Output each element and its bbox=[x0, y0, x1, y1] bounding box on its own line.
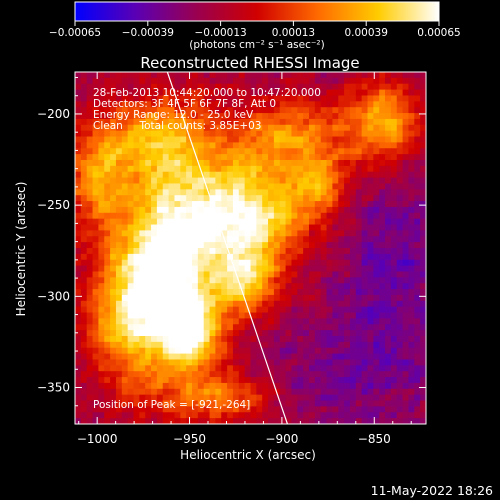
x-tick-label: −900 bbox=[265, 432, 298, 446]
y-tick-label: −200 bbox=[37, 107, 70, 121]
annotation-detectors: Detectors: 3F 4F 5F 6F 7F 8F, Att 0 bbox=[93, 98, 276, 110]
annotation-energy: Energy Range: 12.0 - 25.0 keV bbox=[93, 109, 254, 121]
annotation-time: 28-Feb-2013 10:44:20.000 to 10:47:20.000 bbox=[93, 87, 321, 99]
colorbar-tick-label: 0.00065 bbox=[417, 27, 460, 39]
colorbar-tick-label: 0.00013 bbox=[272, 27, 315, 39]
x-tick-label: −850 bbox=[358, 432, 391, 446]
y-axis-label: Heliocentric Y (arcsec) bbox=[14, 182, 28, 317]
colorbar-tick-label: −0.00065 bbox=[49, 27, 101, 39]
colorbar-tick-label: 0.00039 bbox=[344, 27, 387, 39]
plot-frame bbox=[74, 71, 427, 425]
y-axis-ticks: −350 −300 −250 −200 bbox=[37, 76, 426, 425]
chart-title: Reconstructed RHESSI Image bbox=[140, 54, 359, 72]
x-tick-label: −950 bbox=[173, 432, 206, 446]
colorbar: −0.00065 −0.00039 −0.00013 0.00013 0.00039 0.… bbox=[49, 1, 461, 51]
annotation-peak: Position of Peak = [-921,-264] bbox=[93, 399, 250, 411]
y-tick-label: −350 bbox=[37, 381, 70, 395]
colorbar-gradient bbox=[74, 1, 440, 22]
y-tick-label: −300 bbox=[37, 289, 70, 303]
colorbar-ticks: −0.00065 −0.00039 −0.00013 0.00013 0.00039 0.… bbox=[49, 21, 461, 39]
colorbar-tick-label: −0.00013 bbox=[194, 27, 246, 39]
heatmap-image bbox=[75, 72, 426, 424]
y-tick-label: −250 bbox=[37, 198, 70, 212]
footer-timestamp: 11-May-2022 18:26 bbox=[371, 483, 493, 498]
colorbar-tick-label: −0.00039 bbox=[122, 27, 174, 39]
colorbar-unit-label: (photons cm⁻² s⁻¹ asec⁻²) bbox=[189, 39, 324, 51]
x-axis-label: Heliocentric X (arcsec) bbox=[180, 448, 316, 462]
x-tick-label: −1000 bbox=[77, 432, 118, 446]
annotation-method: Clean Total counts: 3.85E+03 bbox=[93, 120, 262, 132]
x-axis-ticks: −1000 −950 −900 −850 bbox=[77, 72, 412, 446]
solar-limb-line bbox=[166, 72, 289, 424]
